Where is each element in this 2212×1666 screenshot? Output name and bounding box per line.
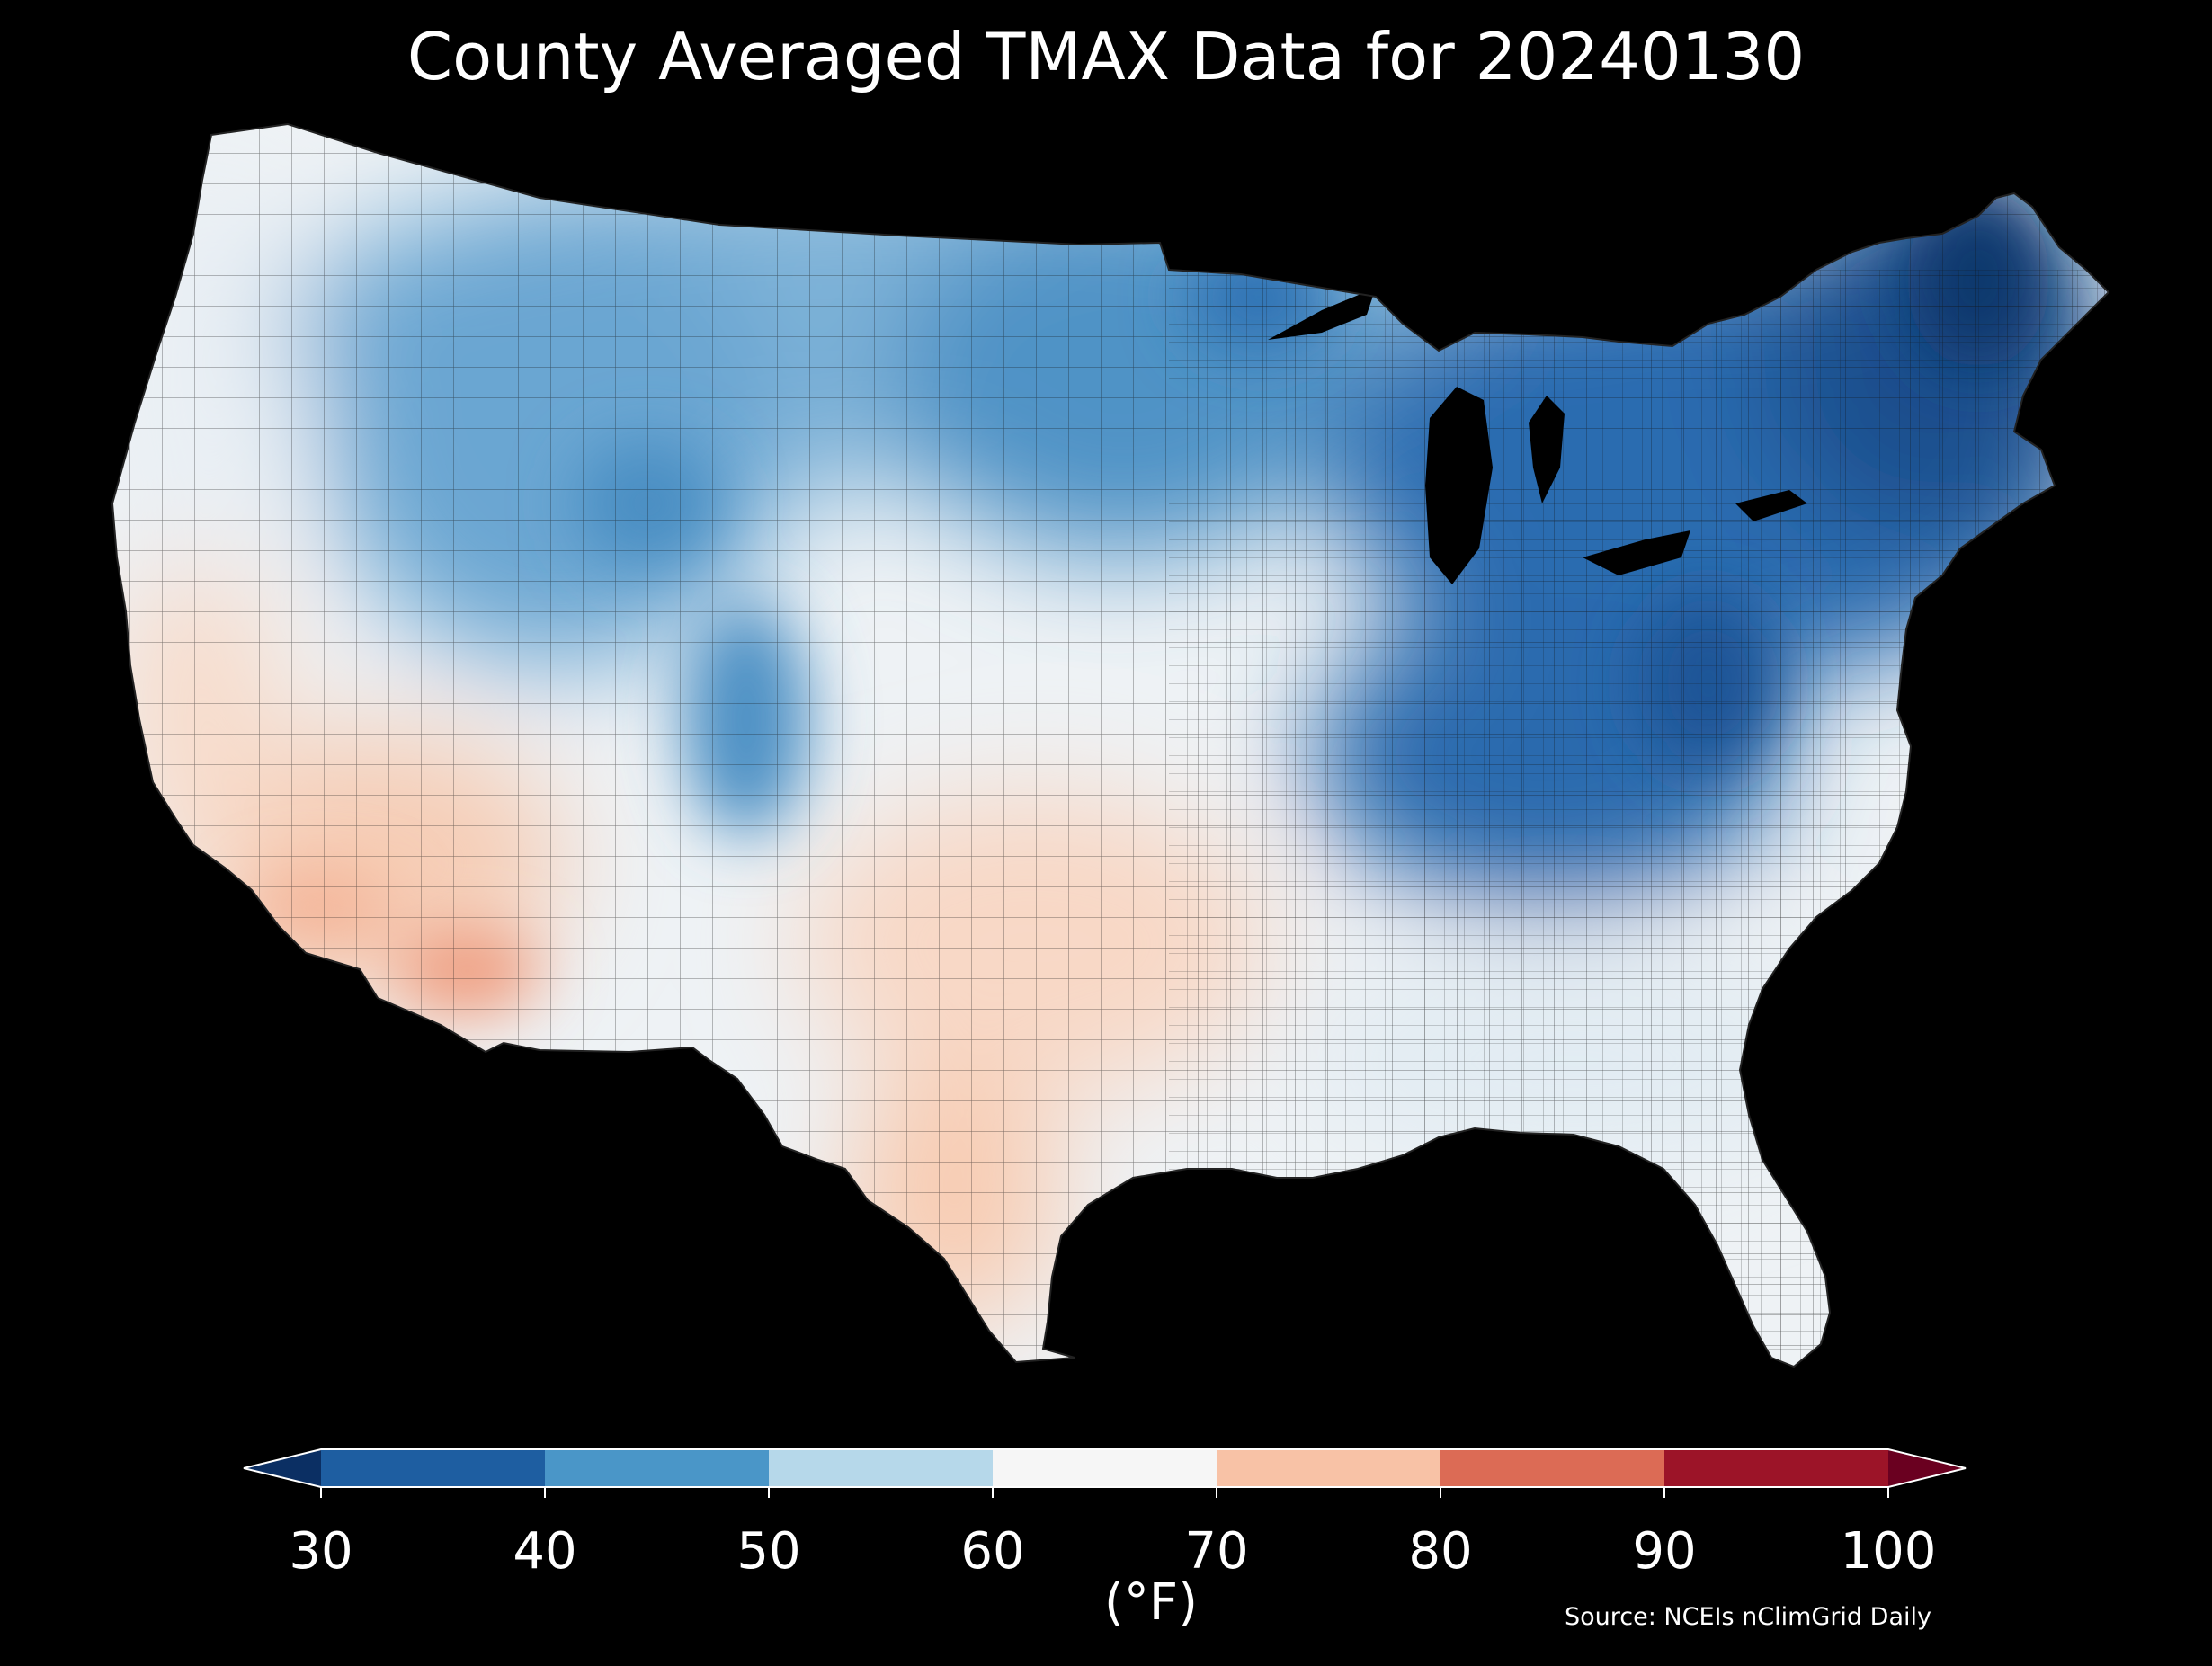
us-outline — [111, 122, 2110, 1368]
great-lakes — [1268, 288, 1807, 584]
map-title: County Averaged TMAX Data for 20240130 — [406, 19, 1806, 94]
colorbar-unit-label: (°F) — [1104, 1573, 1198, 1632]
source-note: Source: NCEIs nClimGrid Daily — [1565, 1603, 1931, 1631]
